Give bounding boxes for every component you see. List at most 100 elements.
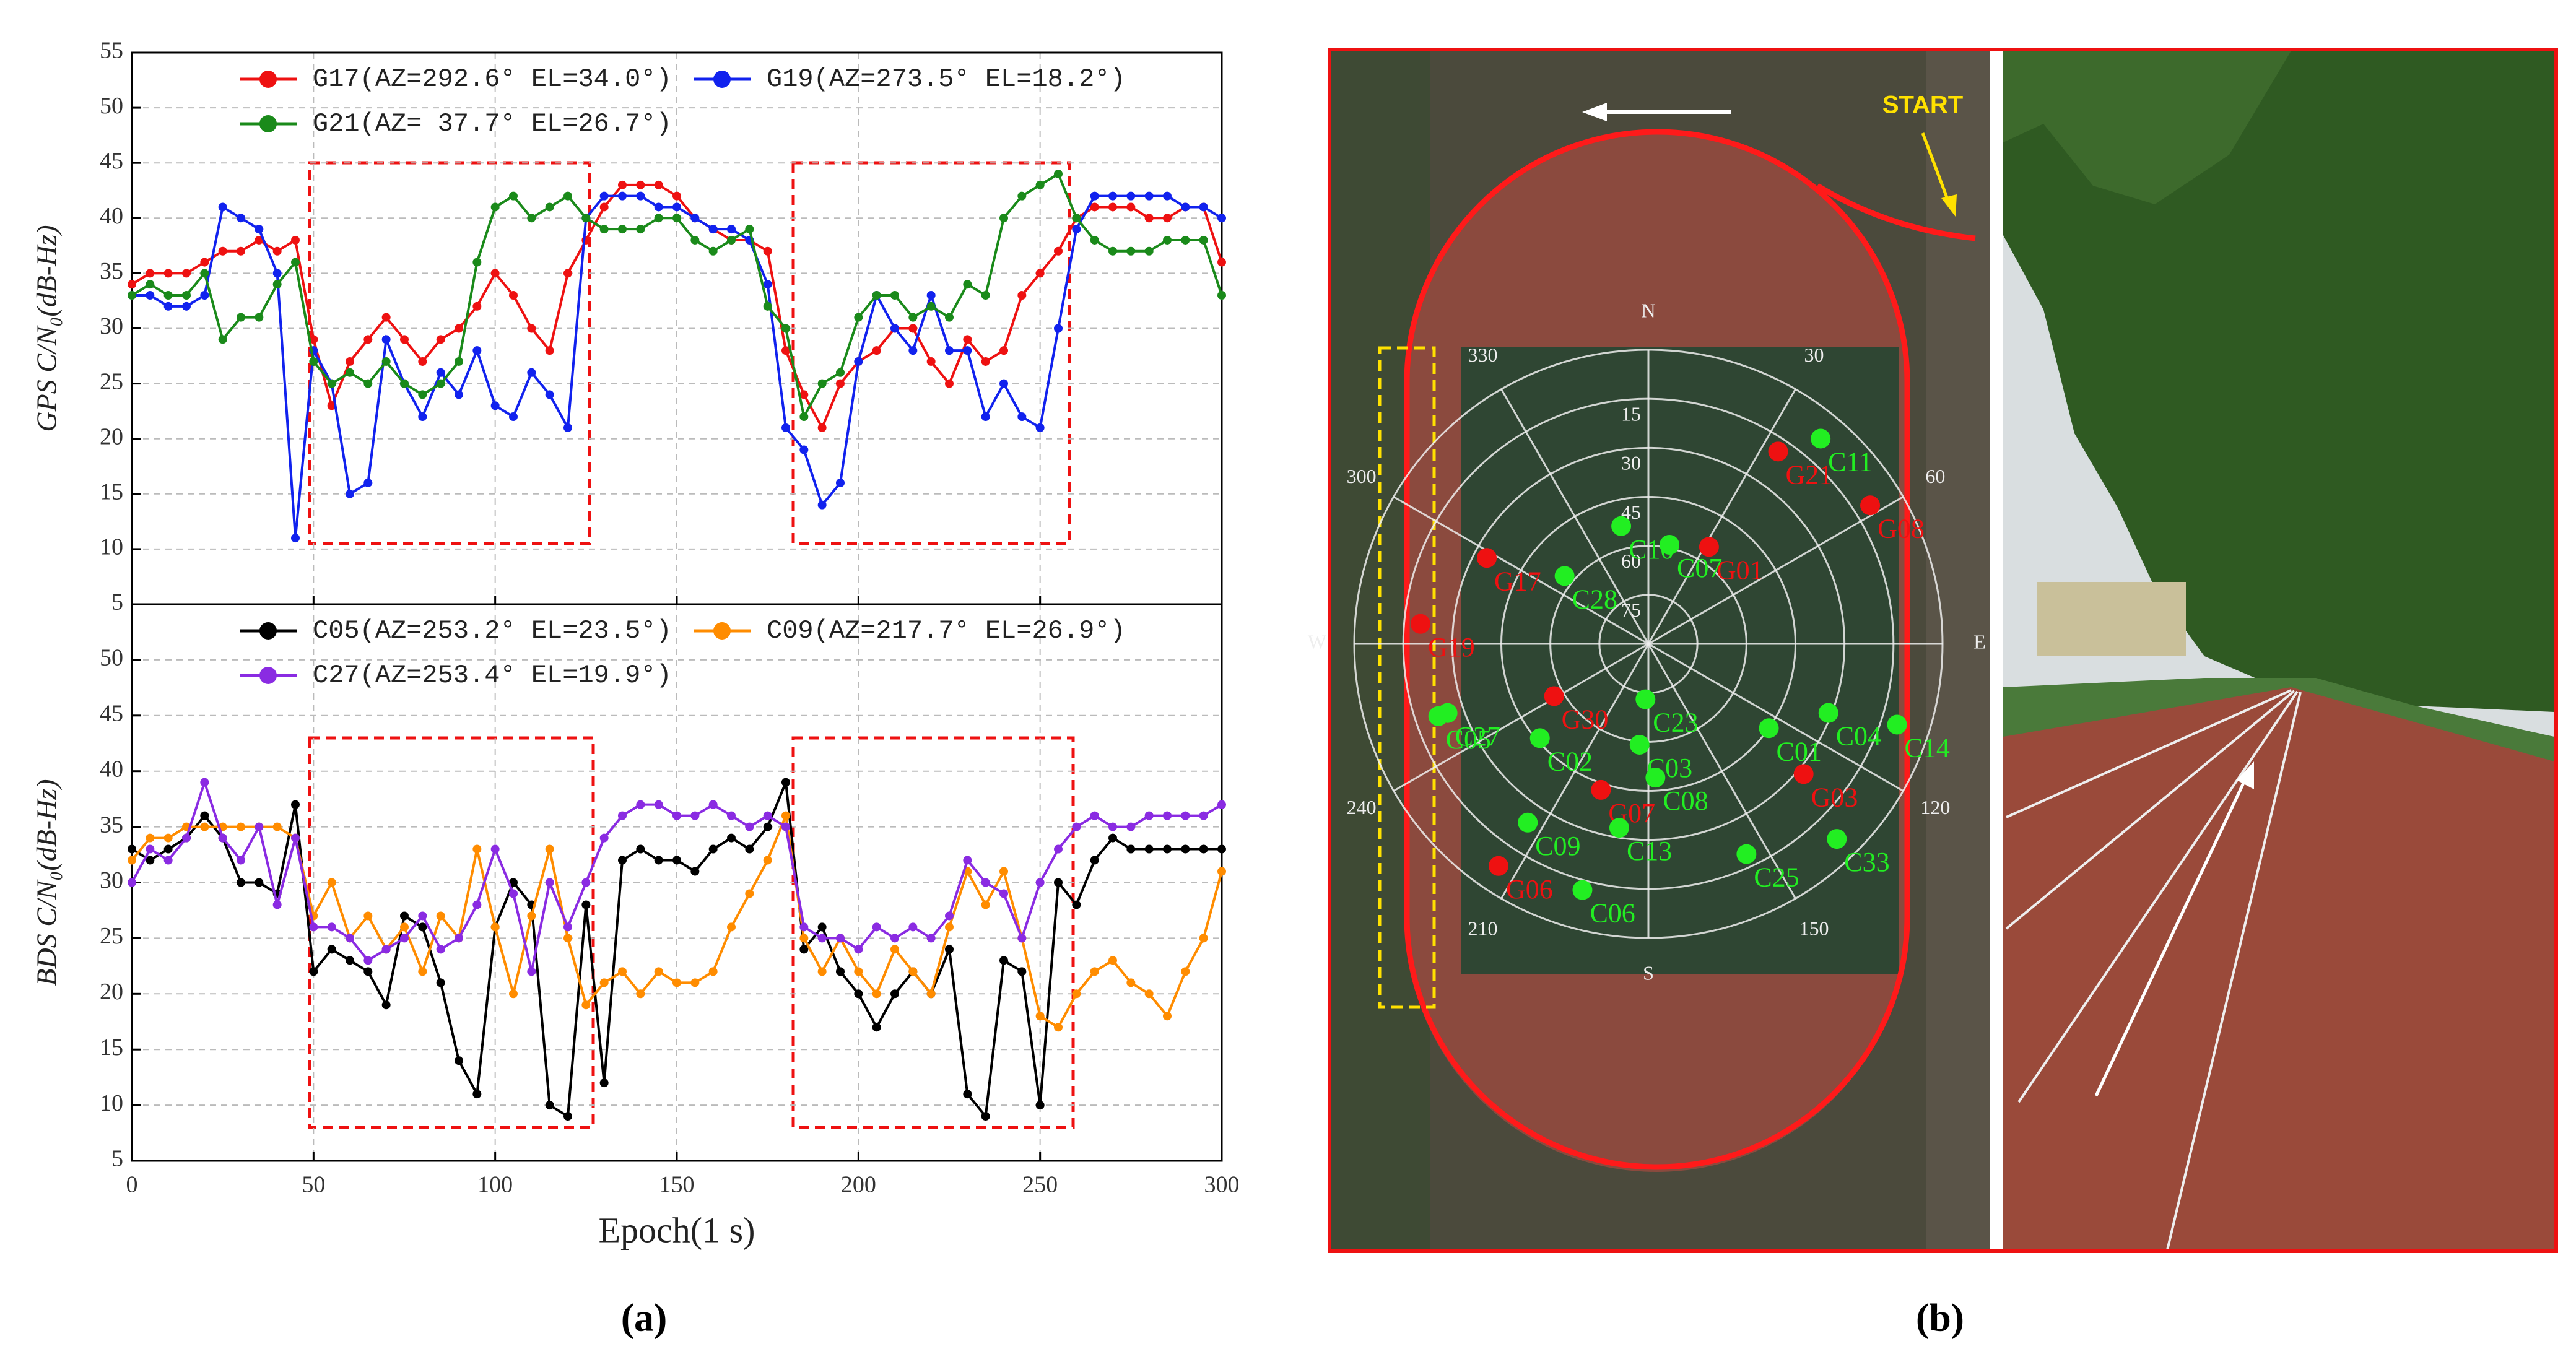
data-point xyxy=(327,922,336,932)
data-point xyxy=(745,844,754,854)
satellite-label: C11 xyxy=(1828,447,1873,477)
data-point xyxy=(1035,269,1045,278)
data-point xyxy=(455,324,463,333)
data-point xyxy=(654,214,663,223)
satellite-label: C07 xyxy=(1677,553,1722,583)
azimuth-label: 120 xyxy=(1920,796,1950,818)
azimuth-label: 300 xyxy=(1347,465,1377,487)
data-point xyxy=(1054,324,1063,333)
data-point xyxy=(545,346,554,355)
data-point xyxy=(455,934,463,943)
data-point xyxy=(1017,967,1027,976)
azimuth-spoke xyxy=(1648,643,1904,792)
data-point xyxy=(890,945,899,954)
data-point xyxy=(636,989,645,999)
data-point xyxy=(799,922,809,932)
satellite xyxy=(1554,566,1575,586)
data-point xyxy=(763,822,772,831)
data-point xyxy=(1090,967,1099,976)
satellite xyxy=(1591,779,1611,800)
data-point xyxy=(1126,978,1136,987)
data-point xyxy=(1181,844,1190,854)
data-point xyxy=(182,291,191,300)
data-point xyxy=(945,379,954,388)
data-point xyxy=(346,934,354,943)
legend-marker xyxy=(259,115,277,132)
data-point xyxy=(745,225,754,234)
data-point xyxy=(945,346,954,355)
y-tick-label: 5 xyxy=(111,589,123,615)
data-point xyxy=(581,878,591,887)
data-point xyxy=(945,945,954,954)
data-point xyxy=(564,934,572,943)
satellite-label: G08 xyxy=(1878,513,1925,544)
data-point xyxy=(255,878,264,887)
data-point xyxy=(763,246,772,256)
data-point xyxy=(708,844,718,854)
canopy xyxy=(2003,51,2291,204)
trees xyxy=(2003,51,2554,712)
satellite xyxy=(1860,495,1881,516)
data-point xyxy=(999,346,1008,355)
data-point xyxy=(654,800,663,809)
data-point xyxy=(291,235,300,245)
elevation-label: 15 xyxy=(1621,403,1641,425)
satellite-label: G03 xyxy=(1811,782,1858,812)
data-point xyxy=(690,214,700,223)
data-point xyxy=(1054,1023,1063,1032)
data-point xyxy=(182,269,191,278)
data-point xyxy=(1144,989,1154,999)
azimuth-label: N xyxy=(1641,299,1655,321)
data-point xyxy=(1126,202,1136,212)
data-point xyxy=(1163,235,1172,245)
data-point xyxy=(564,423,572,432)
data-point xyxy=(1217,214,1226,223)
data-point xyxy=(872,922,881,932)
data-point xyxy=(237,856,245,865)
data-point xyxy=(763,856,772,865)
data-point xyxy=(854,989,863,999)
data-point xyxy=(727,811,736,820)
data-point xyxy=(381,357,391,366)
data-point xyxy=(690,867,700,876)
satellite-label: C08 xyxy=(1663,786,1708,816)
start-arrow-head xyxy=(1941,194,1957,217)
data-point xyxy=(200,291,209,300)
y-tick-label: 45 xyxy=(100,701,123,727)
satellite xyxy=(1793,764,1814,784)
data-point xyxy=(1217,258,1226,267)
data-point xyxy=(1072,822,1081,831)
azimuth-label: E xyxy=(1973,630,1986,653)
data-point xyxy=(581,900,591,909)
data-point xyxy=(618,811,627,820)
data-point xyxy=(1163,1012,1172,1021)
data-point xyxy=(255,313,264,322)
data-point xyxy=(1054,878,1063,887)
data-point xyxy=(1035,1012,1045,1021)
data-point xyxy=(1090,856,1099,865)
data-point xyxy=(1217,291,1226,300)
data-point xyxy=(545,1101,554,1110)
satellite-label: C13 xyxy=(1627,836,1672,866)
data-point xyxy=(381,1000,391,1010)
data-point xyxy=(1017,934,1027,943)
y-axis-label: BDS C/N₀(dB-Hz) xyxy=(31,779,63,986)
start-arrow xyxy=(1921,132,1952,208)
data-point xyxy=(1199,934,1208,943)
satellite xyxy=(1629,734,1650,755)
data-point xyxy=(926,934,936,943)
satellite xyxy=(1611,516,1632,536)
y-axis-label: GPS C/N₀(dB-Hz) xyxy=(31,225,63,432)
satellite xyxy=(1635,689,1656,709)
data-point xyxy=(436,379,445,388)
satellite xyxy=(1488,856,1508,876)
x-tick-label: 200 xyxy=(841,1172,876,1198)
data-point xyxy=(836,934,845,943)
data-point xyxy=(527,967,536,976)
data-point xyxy=(763,280,772,289)
data-point xyxy=(1017,291,1027,300)
data-point xyxy=(817,500,827,510)
satellite-label: G30 xyxy=(1562,705,1609,735)
data-point xyxy=(926,291,936,300)
data-point xyxy=(1090,235,1099,245)
